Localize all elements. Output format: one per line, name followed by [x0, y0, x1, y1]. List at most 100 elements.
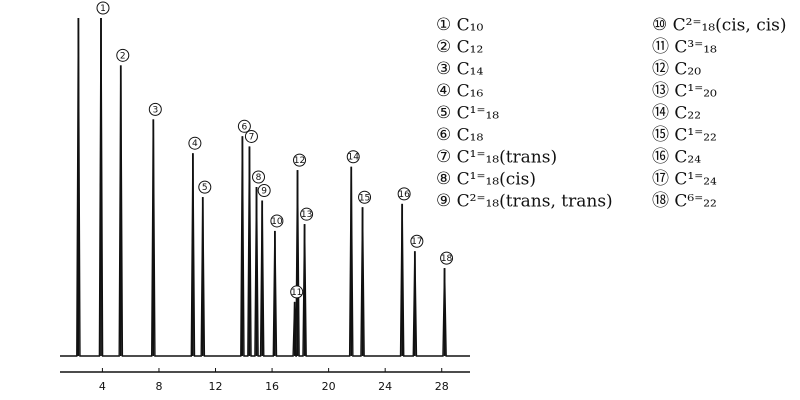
legend-entry: ⑭ C₂₂ [652, 102, 787, 124]
peak-label: 12 [293, 153, 307, 167]
peak-label-text: 4 [192, 139, 198, 149]
peak-label-text: 18 [441, 254, 453, 264]
legend-label: C¹⁼₁₈(cis) [451, 169, 537, 190]
legend-column-right: ⑩ C²⁼₁₈(cis, cis) ⑪ C³⁼₁₈ ⑫ C₂₀ ⑬ C¹⁼₂₀ ⑭ C₂… [652, 14, 787, 212]
peak-label-text: 3 [152, 105, 158, 115]
x-tick-label: 20 [322, 380, 336, 393]
legend-label: C¹⁼₁₈ [451, 103, 500, 124]
legend-label: C²⁼₁₈(trans, trans) [451, 191, 613, 212]
peak-label: 17 [410, 234, 424, 248]
legend-number: ⑯ [652, 147, 669, 167]
legend-number: ⑬ [652, 81, 669, 101]
peak-label-text: 15 [359, 193, 370, 203]
peak-label-text: 17 [411, 237, 422, 247]
legend-entry: ⑰ C¹⁼₂₄ [652, 168, 787, 190]
chromatogram-trace [60, 17, 470, 357]
peak-label-text: 12 [294, 156, 305, 166]
legend-number: ⑪ [652, 37, 669, 57]
x-tick-label: 12 [209, 380, 223, 393]
peak-label: 6 [237, 119, 251, 133]
peak-label: 16 [397, 187, 411, 201]
peak-label: 18 [440, 251, 454, 265]
peak-label-text: 11 [291, 288, 302, 298]
x-tick-label: 24 [378, 380, 392, 393]
legend-entry: ⑮ C¹⁼₂₂ [652, 124, 787, 146]
peak-label-text: 10 [271, 217, 283, 227]
legend-label: C¹⁼₂₂ [669, 125, 717, 146]
legend-label: C⁶⁼₂₂ [669, 191, 717, 212]
legend-label: C₁₂ [451, 37, 484, 58]
legend-label: C¹⁼₂₀ [669, 81, 717, 102]
x-tick-label: 28 [435, 380, 449, 393]
legend-number: ⑰ [652, 169, 669, 189]
legend-entry: ④ C₁₆ [436, 80, 613, 102]
peak-label: 2 [116, 48, 130, 62]
legend-number: ⑩ [652, 15, 668, 35]
legend-number: ⑨ [436, 191, 452, 211]
peak-label-text: 13 [301, 210, 312, 220]
peak-label-text: 8 [256, 173, 262, 183]
peak-label: 7 [244, 129, 258, 143]
legend-entry: ⑧ C¹⁼₁₈(cis) [436, 168, 613, 190]
legend-entry: ⑬ C¹⁼₂₀ [652, 80, 787, 102]
peak-label: 15 [358, 190, 372, 204]
x-tick-label: 8 [155, 380, 162, 393]
peak-label-text: 14 [348, 153, 360, 163]
legend-label: C¹⁼₂₄ [669, 169, 717, 190]
peak-label: 1 [96, 1, 110, 15]
peak-label: 3 [148, 102, 162, 116]
legend-entry: ⑱ C⁶⁼₂₂ [652, 190, 787, 212]
legend-number: ② [436, 37, 452, 57]
peak-label: 4 [188, 136, 202, 150]
legend-entry: ⑯ C₂₄ [652, 146, 787, 168]
legend-entry: ② C₁₂ [436, 36, 613, 58]
legend-label: C₁₈ [451, 125, 484, 146]
legend-number: ⑥ [436, 125, 452, 145]
legend-label: C₁₀ [451, 15, 484, 36]
peak-label-text: 6 [242, 122, 248, 132]
legend-number: ⑭ [652, 103, 669, 123]
legend-number: ⑱ [652, 191, 669, 211]
legend-column-left: ① C₁₀ ② C₁₂ ③ C₁₄ ④ C₁₆ ⑤ C¹⁼₁₈ ⑥ C₁₈ ⑦ C¹⁼₁₈(… [436, 14, 613, 212]
legend-number: ⑮ [652, 125, 669, 145]
legend-entry: ⑪ C³⁼₁₈ [652, 36, 787, 58]
legend-label: C¹⁼₁₈(trans) [451, 147, 558, 168]
legend-label: C₁₆ [451, 81, 484, 102]
peak-label-text: 1 [100, 4, 106, 14]
legend-label: C₂₀ [669, 59, 702, 80]
x-tick-label: 4 [99, 380, 106, 393]
legend-number: ③ [436, 59, 452, 79]
peak-label: 11 [290, 285, 304, 299]
peak-label-text: 16 [398, 190, 410, 200]
x-tick-label: 16 [265, 380, 279, 393]
legend-entry: ⑫ C₂₀ [652, 58, 787, 80]
legend-label: C₂₄ [669, 147, 702, 168]
legend-number: ⑧ [436, 169, 452, 189]
legend-number: ⑤ [436, 103, 452, 123]
legend-entry: ⑨ C²⁼₁₈(trans, trans) [436, 190, 613, 212]
peak-label: 9 [257, 184, 271, 198]
peak-label-text: 7 [249, 132, 255, 142]
peak-label-text: 5 [202, 183, 208, 193]
legend-entry: ⑦ C¹⁼₁₈(trans) [436, 146, 613, 168]
legend-number: ① [436, 15, 452, 35]
legend-entry: ⑩ C²⁼₁₈(cis, cis) [652, 14, 787, 36]
peak-label-text: 9 [261, 187, 267, 197]
peak-label: 10 [270, 214, 284, 228]
x-axis: 4 8 12 16 20 24 28 [60, 368, 470, 393]
peak-label: 14 [346, 150, 360, 164]
legend-label: C₁₄ [451, 59, 484, 80]
peak-label: 8 [252, 170, 266, 184]
legend-entry: ① C₁₀ [436, 14, 613, 36]
peak-label: 5 [198, 180, 212, 194]
legend-number: ⑫ [652, 59, 669, 79]
legend-number: ⑦ [436, 147, 452, 167]
legend-label: C³⁼₁₈ [669, 37, 717, 58]
legend-label: C²⁼₁₈(cis, cis) [667, 15, 787, 36]
peak-label: 13 [300, 207, 314, 221]
legend-entry: ⑥ C₁₈ [436, 124, 613, 146]
legend-entry: ⑤ C¹⁼₁₈ [436, 102, 613, 124]
legend-label: C₂₂ [669, 103, 702, 124]
